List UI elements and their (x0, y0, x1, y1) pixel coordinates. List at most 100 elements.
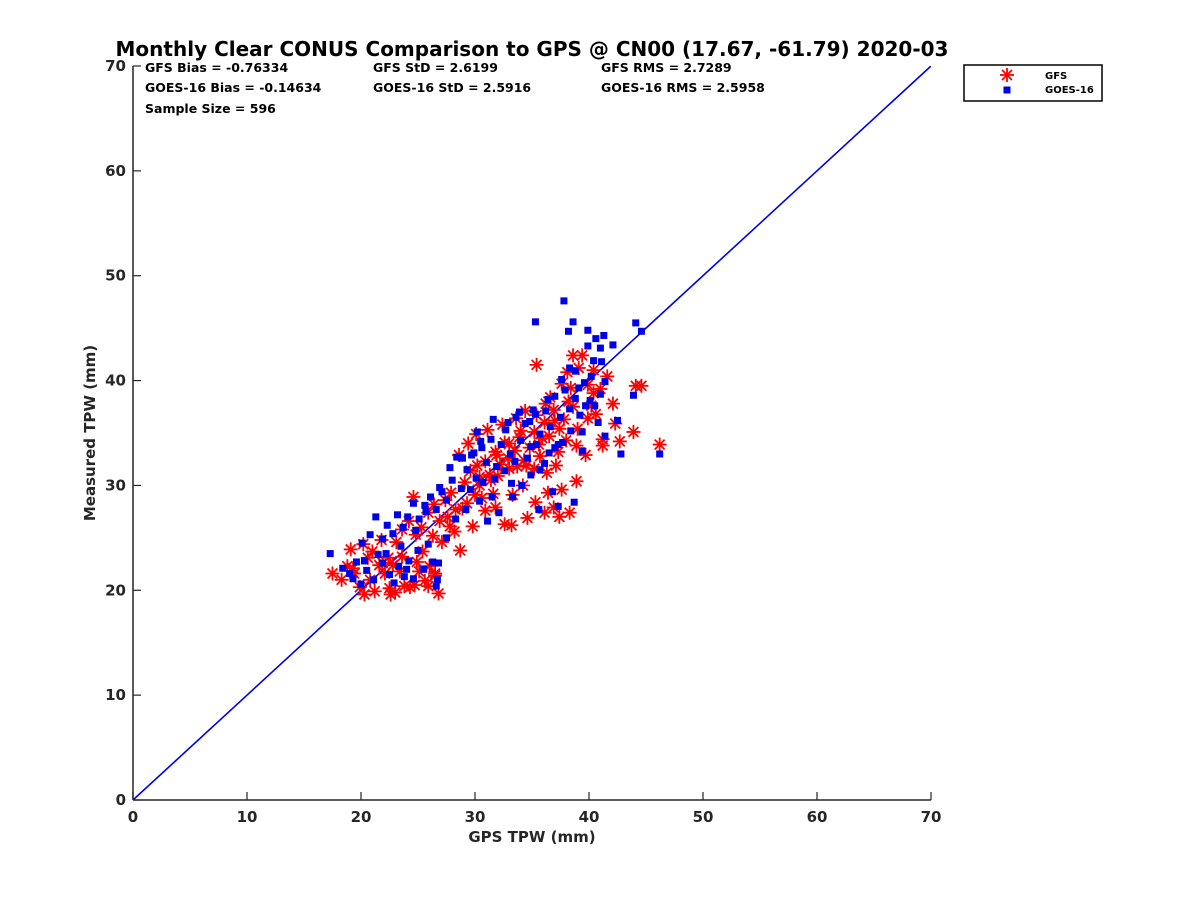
gfs-point (442, 519, 457, 534)
goes16-point (582, 402, 590, 410)
y-tick-label: 50 (105, 267, 126, 285)
goes16-point (395, 562, 403, 570)
goes16-point (578, 428, 586, 436)
goes16-point (427, 493, 435, 501)
goes16-point (536, 430, 544, 438)
gfs-point (395, 549, 410, 564)
goes16-point (546, 423, 554, 431)
goes16-point (462, 506, 470, 514)
goes16-point (436, 484, 444, 492)
goes16-point (409, 499, 417, 507)
goes16-point (382, 550, 390, 558)
goes16-point (518, 481, 526, 489)
gfs-point (548, 458, 563, 473)
goes16-point (526, 417, 534, 425)
goes16-point (587, 372, 595, 380)
sample-size-text: Sample Size = 596 (145, 101, 276, 116)
goes16-point (527, 443, 535, 451)
gfs-point (575, 348, 590, 363)
gfs-point (325, 566, 340, 581)
gfs-point (425, 528, 440, 543)
goes16-point (358, 539, 366, 547)
goes16-point (432, 582, 440, 590)
goes16-point (586, 396, 594, 404)
legend-goes-marker (1003, 86, 1011, 94)
goes16-point (497, 441, 505, 449)
goes16-point (617, 450, 625, 458)
y-ticks: 0 10 20 30 40 50 60 70 (105, 57, 141, 809)
goes16-point (374, 551, 382, 559)
goes16-point (473, 428, 481, 436)
goes16-point (363, 566, 371, 574)
goes16-point (569, 318, 577, 326)
goes16-point (421, 501, 429, 509)
goes16-point (466, 486, 474, 494)
goes16-point (504, 419, 512, 427)
goes16-point (601, 432, 609, 440)
goes16-point (544, 395, 552, 403)
y-tick-label: 30 (105, 476, 126, 494)
goes16-point (403, 565, 411, 573)
gfs-point (480, 422, 495, 437)
goes16-point (592, 335, 600, 343)
goes16-point (412, 527, 420, 535)
goes16-point (545, 449, 553, 457)
goes16-point (370, 576, 378, 584)
goes16-point (390, 579, 398, 587)
gfs-point (334, 572, 349, 587)
goes16-point (339, 564, 347, 572)
goes16-point (487, 435, 495, 443)
goes16-point (352, 558, 360, 566)
goes16-point (484, 517, 492, 525)
gfs-point (453, 543, 468, 558)
goes16-point (404, 513, 412, 521)
y-tick-label: 0 (116, 791, 126, 809)
x-tick-label: 60 (807, 808, 828, 826)
x-tick-label: 0 (128, 808, 138, 826)
goes16-point (542, 407, 550, 415)
gfs-point (652, 437, 667, 452)
goes16-point (476, 497, 484, 505)
goes16-point (448, 476, 456, 484)
x-tick-label: 40 (579, 808, 600, 826)
gfs-point (470, 458, 485, 473)
goes16-point (501, 467, 509, 475)
gfs-point (502, 436, 517, 451)
gfs-point (546, 500, 561, 515)
goes16-point (432, 506, 440, 514)
gfs-point (552, 421, 567, 436)
gfs-point (546, 402, 561, 417)
goes16-point (366, 531, 374, 539)
gfs-std-text: GFS StD = 2.6199 (373, 60, 498, 75)
goes16-point (456, 453, 464, 461)
gfs-point (465, 519, 480, 534)
goes16-point (493, 463, 501, 471)
goes16-point (397, 542, 405, 550)
goes16-point (479, 478, 487, 486)
goes16-point (566, 364, 574, 372)
goes16-point (511, 457, 519, 465)
goes16-point (435, 559, 443, 567)
y-tick-label: 40 (105, 372, 126, 390)
legend-goes16-square (1003, 86, 1011, 94)
goes16-point (443, 534, 450, 542)
goes16-point (576, 411, 584, 419)
goes16-point (457, 485, 465, 493)
gfs-point (383, 587, 398, 602)
gfs-point (612, 434, 627, 449)
gfs-point (554, 482, 569, 497)
goes16-point (531, 410, 539, 418)
x-tick-label: 50 (693, 808, 714, 826)
goes16-point (566, 405, 574, 413)
goes16-point (443, 496, 450, 504)
goes16-point (482, 458, 490, 466)
gfs-point (595, 438, 610, 453)
goes16-point (433, 576, 441, 584)
x-tick-label: 70 (921, 808, 942, 826)
goes16-point (580, 379, 588, 387)
x-tick-label: 30 (465, 808, 486, 826)
goes16-point (409, 575, 417, 583)
goes16-point (598, 358, 606, 366)
goes16-point (609, 341, 617, 349)
